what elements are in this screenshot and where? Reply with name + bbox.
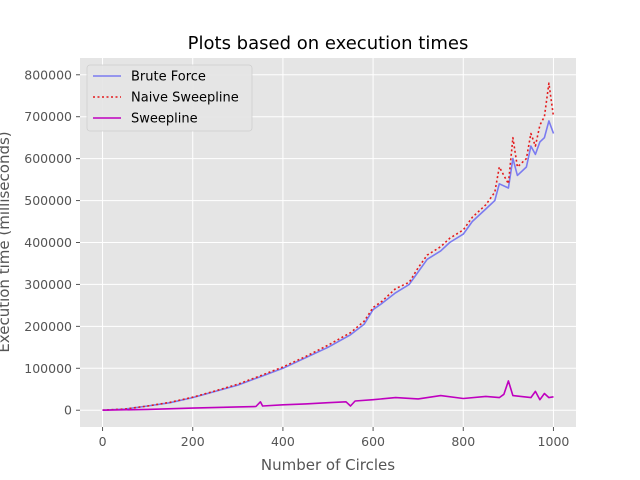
x-tick-label: 600	[361, 434, 385, 449]
legend: Brute Force Naive Sweepline Sweepline	[86, 64, 253, 132]
series-line-sweepline	[102, 380, 554, 411]
x-tick-label: 1000	[538, 434, 570, 449]
x-tick-label: 0	[99, 434, 107, 449]
y-tick-label: 400000	[24, 235, 72, 250]
y-axis-label: Execution time (milliseconds)	[0, 131, 13, 352]
y-tick-label: 100000	[24, 361, 72, 376]
grid-lines	[80, 58, 576, 427]
legend-box	[86, 64, 253, 132]
y-tick-label: 800000	[24, 67, 72, 82]
legend-label-naive-sweepline: Naive Sweepline	[131, 91, 239, 106]
y-tick-label: 600000	[24, 151, 72, 166]
series-line-brute-force	[102, 120, 555, 411]
x-tick-label: 200	[181, 434, 205, 449]
tick-layer: 0 200 400 600 800 1000 0 100000 200000 300000 4000…	[24, 67, 569, 449]
y-tick-label: 0	[64, 403, 72, 418]
x-axis-label: Number of Circles	[261, 456, 395, 474]
y-tick-label: 200000	[24, 319, 72, 334]
y-tick-label: 300000	[24, 277, 72, 292]
y-tick-label: 500000	[24, 193, 72, 208]
legend-label-sweepline: Sweepline	[131, 112, 198, 127]
legend-label-brute-force: Brute Force	[131, 70, 206, 85]
series-layer	[102, 82, 555, 411]
series-line-naive-sweepline	[102, 82, 555, 411]
y-tick-label: 700000	[24, 109, 72, 124]
x-tick-label: 400	[271, 434, 295, 449]
chart-title: Plots based on execution times	[188, 33, 469, 54]
x-tick-label: 800	[451, 434, 475, 449]
